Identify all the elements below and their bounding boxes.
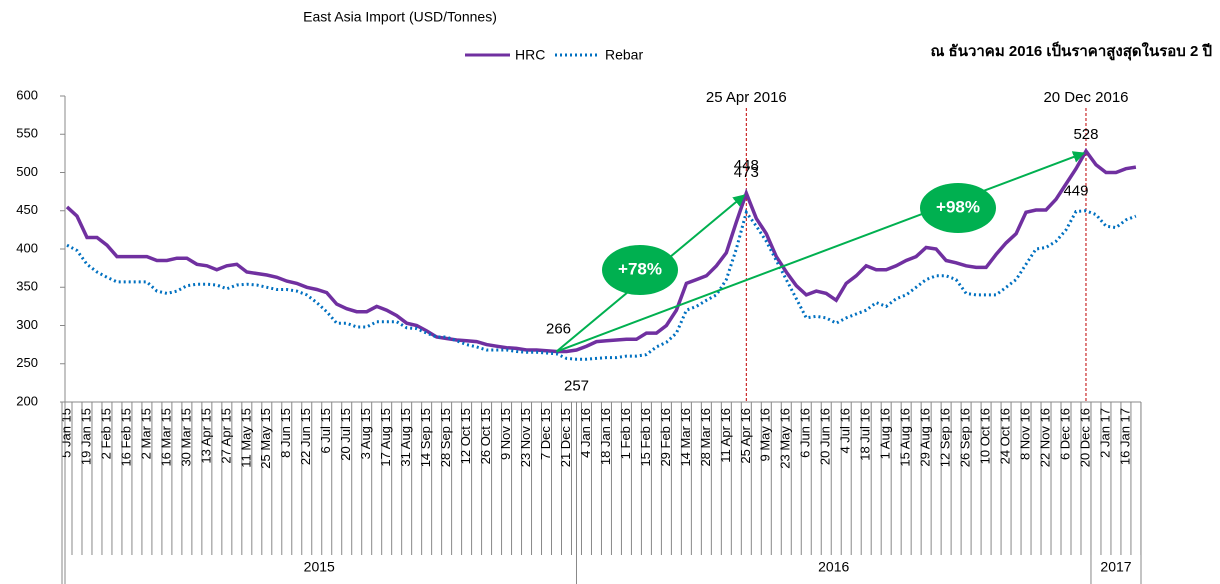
x-tick-label: 30 Mar 15 bbox=[178, 408, 193, 467]
x-tick-label: 23 May 16 bbox=[778, 408, 793, 469]
x-tick-label: 29 Feb 16 bbox=[658, 408, 673, 467]
x-tick-label: 7 Dec 15 bbox=[538, 408, 553, 460]
x-tick-label: 14 Sep 15 bbox=[418, 408, 433, 467]
x-tick-label: 4 Jul 16 bbox=[838, 408, 853, 454]
badge bbox=[602, 245, 678, 295]
x-tick-label: 29 Aug 16 bbox=[918, 408, 933, 467]
x-tick-label: 16 Jan 17 bbox=[1117, 408, 1132, 465]
badge bbox=[920, 183, 996, 233]
x-tick-label: 18 Jan 16 bbox=[598, 408, 613, 465]
x-tick-label: 16 Mar 15 bbox=[158, 408, 173, 467]
series-line bbox=[66, 208, 1137, 361]
chart-subtitle: ณ ธันวาคม 2016 เป็นราคาสูงสุดในรอบ 2 ปี bbox=[930, 41, 1212, 61]
y-tick-label: 600 bbox=[16, 87, 38, 102]
group-label: 2015 bbox=[304, 559, 335, 575]
y-tick-label: 500 bbox=[16, 164, 38, 179]
x-tick-label: 10 Oct 16 bbox=[978, 408, 993, 464]
x-tick-label: 25 May 15 bbox=[258, 408, 273, 469]
x-tick-label: 27 Apr 15 bbox=[218, 408, 233, 464]
x-tick-label: 22 Nov 16 bbox=[1037, 408, 1052, 467]
x-tick-label: 22 Jun 15 bbox=[298, 408, 313, 465]
y-tick-label: 300 bbox=[16, 317, 38, 332]
x-tick-label: 12 Sep 16 bbox=[938, 408, 953, 467]
x-tick-label: 24 Oct 16 bbox=[997, 408, 1012, 464]
x-tick-label: 11 Apr 16 bbox=[718, 408, 733, 463]
x-tick-label: 11 May 15 bbox=[238, 408, 253, 468]
x-tick-label: 20 Jul 15 bbox=[338, 408, 353, 461]
x-tick-label: 6 Jun 16 bbox=[798, 408, 813, 458]
annotation: 20 Dec 2016 bbox=[1043, 89, 1128, 106]
y-tick-label: 400 bbox=[16, 240, 38, 255]
x-tick-label: 4 Jan 16 bbox=[578, 408, 593, 458]
x-tick-label: 14 Mar 16 bbox=[678, 408, 693, 467]
x-tick-label: 8 Nov 16 bbox=[1017, 408, 1032, 460]
x-tick-label: 2 Mar 15 bbox=[138, 408, 153, 459]
x-tick-label: 28 Mar 16 bbox=[698, 408, 713, 467]
group-label: 2016 bbox=[818, 559, 849, 575]
y-tick-label: 550 bbox=[16, 126, 38, 141]
annotation: 25 Apr 2016 bbox=[706, 89, 787, 106]
data-label: 449 bbox=[1063, 182, 1088, 199]
series-line bbox=[65, 147, 1137, 354]
x-tick-label: 2 Jan 17 bbox=[1097, 408, 1112, 458]
x-tick-label: 23 Nov 15 bbox=[518, 408, 533, 467]
x-tick-label: 6 Dec 16 bbox=[1057, 408, 1072, 460]
data-label: 448 bbox=[734, 157, 759, 174]
y-tick-label: 350 bbox=[16, 279, 38, 294]
data-label: 528 bbox=[1073, 126, 1098, 143]
arrow bbox=[556, 151, 1086, 353]
x-tick-label: 25 Apr 16 bbox=[738, 408, 753, 464]
x-tick-label: 20 Dec 16 bbox=[1077, 408, 1092, 467]
x-tick-label: 13 Apr 15 bbox=[198, 408, 213, 464]
x-tick-label: 26 Oct 15 bbox=[478, 408, 493, 464]
group-label: 2017 bbox=[1100, 559, 1131, 575]
x-tick-label: 15 Aug 16 bbox=[898, 408, 913, 467]
x-tick-label: 17 Aug 15 bbox=[378, 408, 393, 467]
x-tick-label: 16 Feb 15 bbox=[118, 408, 133, 467]
data-label: 266 bbox=[546, 320, 571, 337]
y-tick-label: 250 bbox=[16, 355, 38, 370]
legend-label: HRC bbox=[515, 47, 545, 63]
data-label: 257 bbox=[564, 377, 589, 394]
x-tick-label: 1 Aug 16 bbox=[878, 408, 893, 459]
data-label: 473 bbox=[734, 164, 759, 181]
x-tick-label: 20 Jun 16 bbox=[818, 408, 833, 465]
x-tick-label: 28 Sep 15 bbox=[438, 408, 453, 467]
x-tick-label: 1 Feb 16 bbox=[618, 408, 633, 459]
x-tick-label: 2 Feb 15 bbox=[98, 408, 113, 459]
y-tick-label: 450 bbox=[16, 202, 38, 217]
y-tick-label: 200 bbox=[16, 393, 38, 408]
badge-label: +98% bbox=[936, 197, 980, 216]
x-tick-label: 9 Nov 15 bbox=[498, 408, 513, 460]
badge-label: +78% bbox=[618, 259, 662, 278]
x-tick-label: 8 Jun 15 bbox=[278, 408, 293, 458]
x-tick-label: 6 Jul 15 bbox=[318, 408, 333, 454]
x-tick-label: 15 Feb 16 bbox=[638, 408, 653, 467]
x-tick-label: 19 Jan 15 bbox=[78, 408, 93, 465]
x-tick-label: 21 Dec 15 bbox=[558, 408, 573, 467]
x-tick-label: 18 Jul 16 bbox=[858, 408, 873, 461]
x-tick-label: 26 Sep 16 bbox=[958, 408, 973, 467]
chart-title: East Asia Import (USD/Tonnes) bbox=[303, 9, 497, 25]
x-tick-label: 5 Jan 15 bbox=[58, 408, 73, 458]
x-tick-label: 31 Aug 15 bbox=[398, 408, 413, 467]
x-tick-label: 12 Oct 15 bbox=[458, 408, 473, 464]
x-tick-label: 3 Aug 15 bbox=[358, 408, 373, 459]
legend-label: Rebar bbox=[605, 47, 643, 63]
x-tick-label: 9 May 16 bbox=[758, 408, 773, 461]
